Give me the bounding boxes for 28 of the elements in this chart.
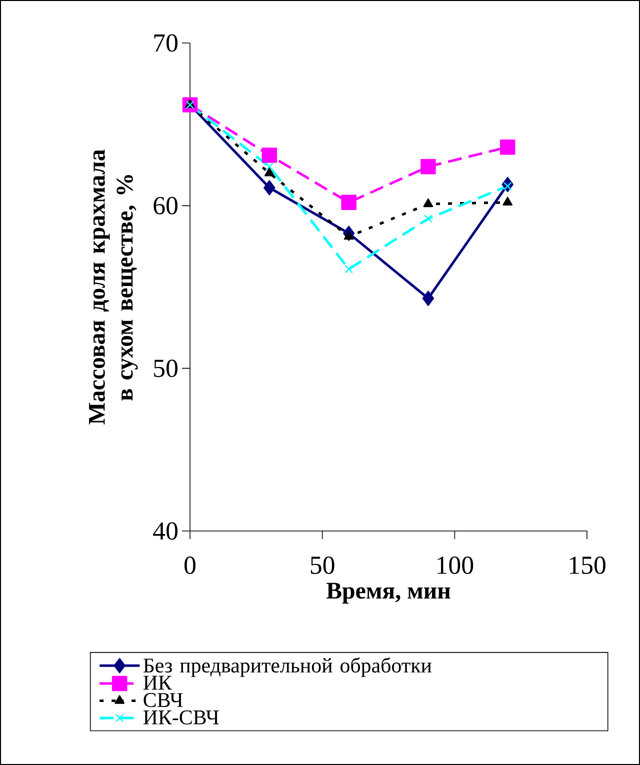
point bbox=[424, 214, 432, 223]
x-tick-label: 0 bbox=[184, 556, 196, 574]
point bbox=[265, 162, 274, 171]
point bbox=[502, 196, 513, 206]
y-tick-label: 40 bbox=[153, 522, 178, 540]
x-tick-label: 150 bbox=[570, 556, 606, 574]
point bbox=[420, 159, 436, 174]
point bbox=[503, 182, 512, 190]
point bbox=[422, 290, 434, 306]
y-tick-label: 60 bbox=[154, 196, 178, 214]
point bbox=[500, 140, 516, 155]
y-tick-label: 50 bbox=[154, 360, 178, 378]
legend-label: СВЧ bbox=[144, 693, 183, 708]
point bbox=[423, 198, 434, 208]
point bbox=[344, 264, 353, 274]
point bbox=[264, 168, 274, 176]
y-axis-title: Массовая доля крахмала в сухом веществе, % bbox=[89, 150, 138, 424]
x-axis-title: Время, мин bbox=[326, 582, 450, 604]
point bbox=[341, 194, 356, 210]
legend-label: Без предварительной обработки bbox=[143, 657, 432, 677]
point bbox=[264, 180, 276, 196]
legend-label: ИК bbox=[143, 676, 172, 690]
x-tick-label: 100 bbox=[438, 556, 474, 574]
point bbox=[344, 230, 354, 240]
legend-label: ИК-СВЧ bbox=[143, 710, 219, 724]
point bbox=[262, 148, 277, 163]
y-tick-label: 70 bbox=[154, 34, 178, 52]
x-tick-label: 50 bbox=[310, 556, 334, 574]
